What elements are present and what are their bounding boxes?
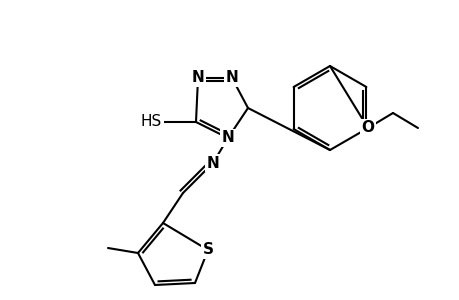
Text: N: N: [191, 70, 204, 86]
Text: N: N: [221, 130, 234, 146]
Text: N: N: [206, 155, 219, 170]
Text: N: N: [225, 70, 238, 86]
Text: HS: HS: [140, 115, 162, 130]
Text: O: O: [361, 121, 374, 136]
Text: S: S: [202, 242, 213, 257]
